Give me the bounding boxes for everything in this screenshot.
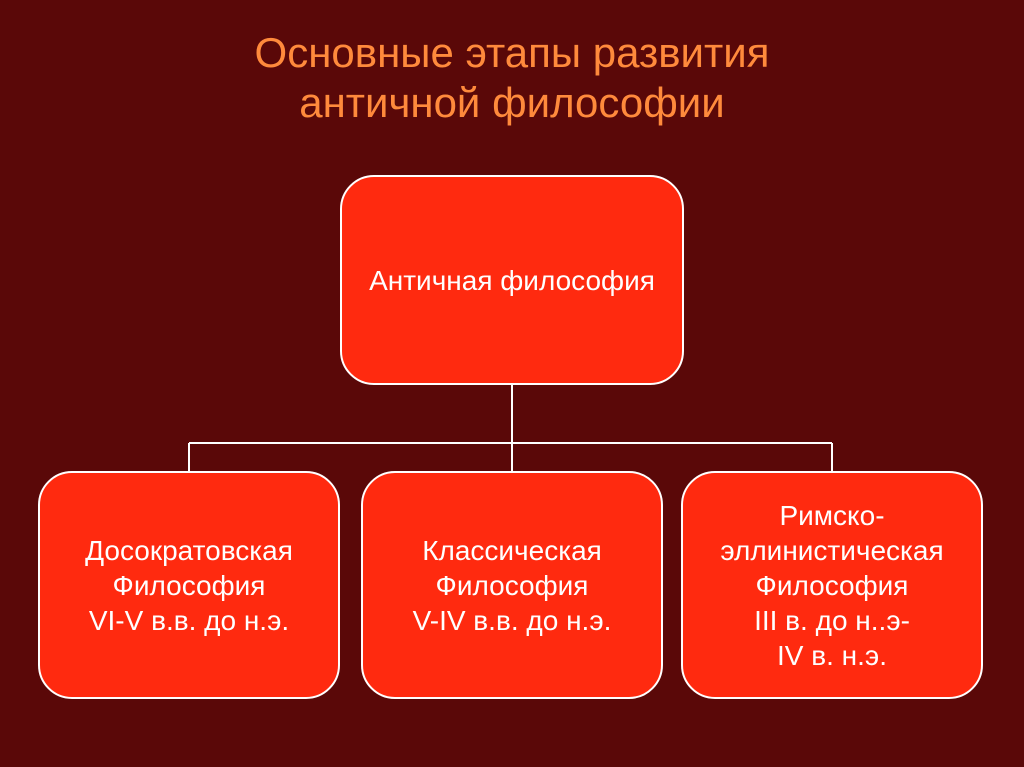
- root-node: Античная философия: [340, 175, 684, 385]
- connector-drop-2: [831, 443, 833, 471]
- child-node-2-line: Философия: [756, 568, 909, 603]
- title-line-2: античной философии: [0, 78, 1024, 128]
- child-node-0-line: Философия: [113, 568, 266, 603]
- child-node-2-line: Римско-: [779, 498, 884, 533]
- child-node-2-line: IV в. н.э.: [777, 638, 887, 673]
- child-node-0: ДосократовскаяФилософияVI-V в.в. до н.э.: [38, 471, 340, 699]
- connector-drop-1: [511, 443, 513, 471]
- connector-drop-0: [188, 443, 190, 471]
- slide-title: Основные этапы развития античной философ…: [0, 0, 1024, 129]
- child-node-2-line: III в. до н..э-: [754, 603, 910, 638]
- child-node-2-line: эллинистическая: [720, 533, 943, 568]
- child-node-0-line: Досократовская: [85, 533, 293, 568]
- child-node-1-line: V-IV в.в. до н.э.: [413, 603, 612, 638]
- child-node-1-line: Классическая: [422, 533, 602, 568]
- child-node-2: Римско-эллинистическаяФилософияIII в. до…: [681, 471, 983, 699]
- child-node-0-line: VI-V в.в. до н.э.: [89, 603, 289, 638]
- connector-root-stem: [511, 385, 513, 443]
- child-node-1: КлассическаяФилософияV-IV в.в. до н.э.: [361, 471, 663, 699]
- child-node-1-line: Философия: [436, 568, 589, 603]
- title-line-1: Основные этапы развития: [0, 28, 1024, 78]
- root-node-line: Античная философия: [369, 263, 655, 298]
